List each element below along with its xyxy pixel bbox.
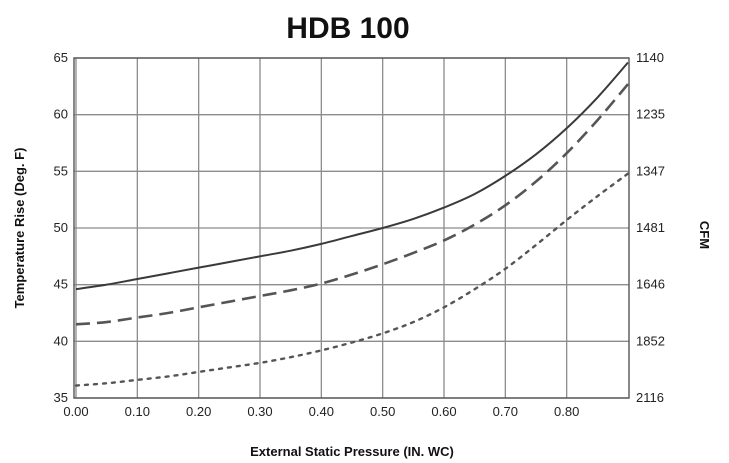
x-tick-label: 0.40 (309, 404, 334, 419)
x-axis-label: External Static Pressure (IN. WC) (250, 444, 454, 459)
y2-tick-label: 2116 (636, 390, 664, 405)
y-tick-label: 40 (54, 333, 68, 348)
y-axis-label: Temperature Rise (Deg. F) (12, 148, 27, 309)
y-tick-labels: 35 40 45 50 55 60 65 (54, 50, 68, 405)
x-tick-label: 0.50 (370, 404, 395, 419)
y2-tick-label: 1852 (636, 333, 665, 348)
series-line-solid (75, 61, 629, 291)
series-layer (74, 61, 630, 387)
x-tick-label: 0.80 (554, 404, 579, 419)
y2-axis-label: CFM (697, 221, 712, 249)
x-tick-labels: 0.00 0.10 0.20 0.30 0.40 0.50 0.60 0.70 0.80 (63, 404, 579, 419)
plot-frame (73, 57, 630, 399)
x-tick-label: 0.20 (186, 404, 211, 419)
y-tick-label: 55 (54, 163, 68, 178)
x-tick-label: 0.70 (493, 404, 518, 419)
y2-tick-label: 1481 (636, 220, 665, 235)
chart-title: HDB 100 (286, 12, 409, 45)
y2-tick-label: 1235 (636, 107, 665, 122)
x-tick-label: 0.60 (431, 404, 456, 419)
x-tick-label: 0.10 (125, 404, 150, 419)
y-tick-label: 35 (54, 390, 68, 405)
y2-tick-label: 1347 (636, 163, 665, 178)
y-tick-label: 50 (54, 220, 68, 235)
y-tick-label: 60 (54, 107, 68, 122)
x-tick-label: 0.00 (63, 404, 88, 419)
y2-tick-label: 1646 (636, 277, 665, 292)
y2-tick-label: 1140 (636, 50, 664, 65)
x-tick-label: 0.30 (247, 404, 272, 419)
series-line-dashed (75, 83, 629, 326)
y-gridlines (74, 57, 629, 399)
y2-tick-labels: 2116 1852 1646 1481 1347 1235 1140 (636, 50, 665, 405)
y-tick-label: 65 (54, 50, 68, 65)
series-line-dotted (74, 172, 630, 387)
y-tick-label: 45 (54, 277, 68, 292)
